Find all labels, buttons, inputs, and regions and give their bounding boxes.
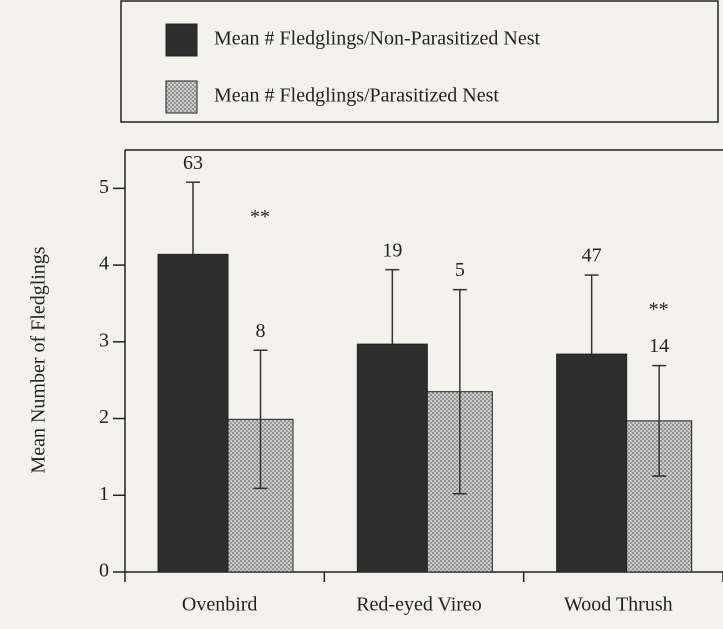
- sample-size-label: 63: [183, 152, 203, 174]
- y-tick-label: 2: [99, 406, 109, 428]
- bar: [556, 353, 628, 573]
- legend-swatch: [165, 80, 198, 114]
- y-tick-label: 4: [99, 253, 109, 275]
- x-tick-label: Red-eyed Vireo: [356, 594, 482, 616]
- bar: [356, 343, 428, 573]
- y-tick-label: 1: [99, 483, 109, 505]
- sample-size-label: 8: [256, 320, 266, 342]
- legend-box: [120, 0, 719, 123]
- y-tick-label: 5: [99, 176, 109, 198]
- y-axis-label: Mean Number of Fledglings: [28, 246, 50, 473]
- legend-label: Mean # Fledglings/Non-Parasitized Nest: [214, 28, 540, 50]
- significance-label: **: [649, 299, 669, 321]
- sample-size-label: 47: [582, 245, 602, 267]
- sample-size-label: 5: [455, 259, 465, 281]
- legend-label: Mean # Fledglings/Parasitized Nest: [214, 85, 499, 107]
- x-tick-label: Wood Thrush: [564, 594, 673, 616]
- y-tick-label: 0: [99, 560, 109, 582]
- sample-size-label: 19: [382, 239, 402, 261]
- significance-label: **: [250, 206, 270, 228]
- x-tick-label: Ovenbird: [182, 594, 258, 616]
- legend-swatch: [165, 23, 198, 57]
- y-tick-label: 3: [99, 329, 109, 351]
- bar: [157, 253, 229, 573]
- sample-size-label: 14: [649, 335, 669, 357]
